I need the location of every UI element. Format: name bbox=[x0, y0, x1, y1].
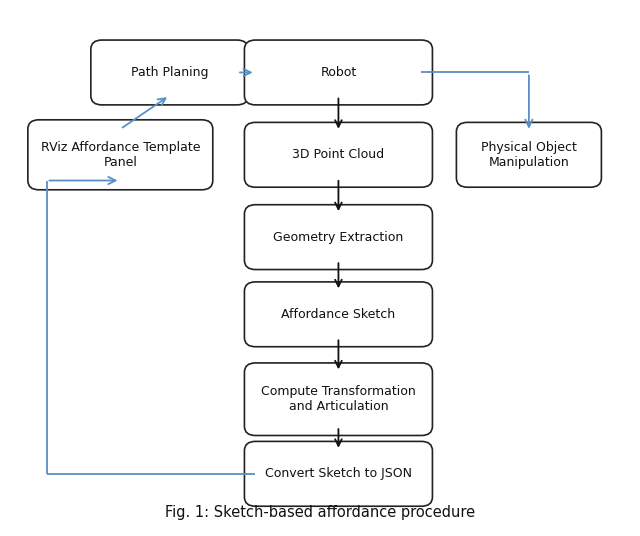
Text: Robot: Robot bbox=[320, 66, 356, 79]
Text: Path Planing: Path Planing bbox=[131, 66, 208, 79]
Text: Fig. 1: Sketch-based affordance procedure: Fig. 1: Sketch-based affordance procedur… bbox=[165, 505, 475, 520]
FancyBboxPatch shape bbox=[244, 205, 433, 270]
Text: RViz Affordance Template
Panel: RViz Affordance Template Panel bbox=[40, 141, 200, 169]
FancyBboxPatch shape bbox=[28, 120, 212, 190]
FancyBboxPatch shape bbox=[244, 442, 433, 506]
FancyBboxPatch shape bbox=[244, 122, 433, 187]
Text: Physical Object
Manipulation: Physical Object Manipulation bbox=[481, 141, 577, 169]
FancyBboxPatch shape bbox=[244, 282, 433, 347]
FancyBboxPatch shape bbox=[91, 40, 248, 105]
FancyBboxPatch shape bbox=[244, 363, 433, 435]
FancyBboxPatch shape bbox=[244, 40, 433, 105]
Text: Affordance Sketch: Affordance Sketch bbox=[282, 308, 396, 321]
Text: Compute Transformation
and Articulation: Compute Transformation and Articulation bbox=[261, 385, 416, 413]
Text: Geometry Extraction: Geometry Extraction bbox=[273, 230, 404, 244]
FancyBboxPatch shape bbox=[456, 122, 602, 187]
Text: 3D Point Cloud: 3D Point Cloud bbox=[292, 148, 385, 161]
Text: Convert Sketch to JSON: Convert Sketch to JSON bbox=[265, 467, 412, 480]
